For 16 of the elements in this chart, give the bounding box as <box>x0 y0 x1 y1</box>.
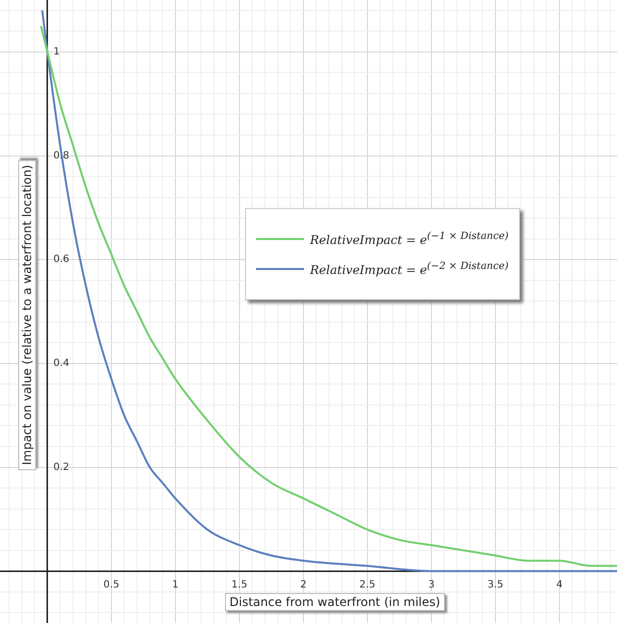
legend-label: RelativeImpact = e$^{(−1 × Distance)}$ <box>310 231 509 247</box>
y-axis-title: Impact on value (relative to a waterfront location) <box>18 160 36 470</box>
legend-label: RelativeImpact = e$^{(−2 × Distance)}$ <box>310 261 509 277</box>
y-tick-label: 0.2 <box>53 462 70 473</box>
x-tick-label: 2.5 <box>359 580 376 591</box>
x-tick-label: 4 <box>556 580 563 591</box>
x-axis-title: Distance from waterfront (in miles) <box>224 593 446 611</box>
x-tick-label: 1 <box>172 580 179 591</box>
x-tick-label: 3 <box>428 580 435 591</box>
x-tick-label: 3.5 <box>487 580 504 591</box>
y-tick-label: 1 <box>53 46 60 58</box>
y-tick-label: 0.4 <box>53 358 70 370</box>
x-tick-label: 1.5 <box>231 580 248 591</box>
y-tick-label: 0.6 <box>53 254 70 266</box>
x-tick-label: 0.5 <box>103 580 120 591</box>
x-tick-label: 2 <box>300 580 307 591</box>
